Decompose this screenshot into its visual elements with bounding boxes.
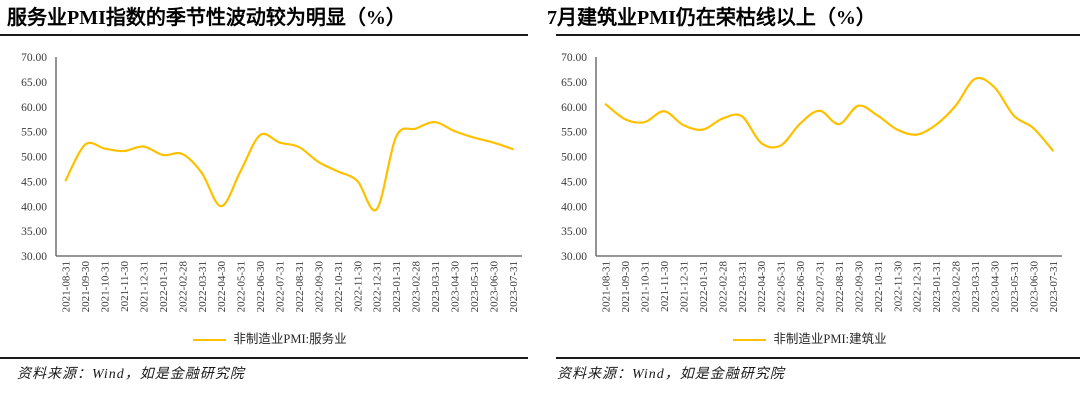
y-tick-label: 60.00 [21, 102, 47, 114]
legend-label: 非制造业PMI:服务业 [233, 332, 347, 346]
y-tick-label: 40.00 [21, 201, 47, 213]
chart-title: 服务业PMI指数的季节性波动较为明显（%） [7, 7, 406, 29]
x-tick-label: 2023-04-30 [989, 261, 1001, 313]
y-tick-label: 50.00 [561, 152, 587, 164]
x-tick-label: 2023-03-31 [970, 261, 982, 312]
x-tick-label: 2021-09-30 [80, 261, 92, 313]
source-note: 资料来源：Wind，如是金融研究院 [17, 367, 245, 382]
y-axis-tick-labels: 30.00 35.00 40.00 45.00 50.00 55.00 60.00 65.00… [21, 52, 47, 263]
x-tick-label: 2021-12-31 [678, 261, 690, 312]
x-tick-label: 2021-12-31 [138, 261, 150, 312]
y-tick-label: 50.00 [21, 152, 47, 164]
y-tick-label: 65.00 [21, 77, 47, 89]
x-axis-tick-labels: 2021-08-31 2021-09-30 2021-10-31 2021-11-30… [601, 261, 1060, 313]
title-divider [0, 34, 528, 36]
x-tick-label: 2022-09-30 [313, 261, 325, 313]
x-tick-label: 2021-11-30 [119, 261, 131, 312]
x-tick-label: 2022-04-30 [216, 261, 228, 313]
chart-title: 7月建筑业PMI仍在荣枯线以上（%） [547, 7, 876, 29]
y-tick-label: 65.00 [561, 77, 587, 89]
x-tick-label: 2023-02-28 [411, 261, 423, 313]
x-tick-label: 2022-07-31 [275, 261, 287, 312]
source-divider [556, 357, 1080, 359]
legend-label: 非制造业PMI:建筑业 [773, 332, 887, 346]
x-tick-label: 2022-10-31 [333, 261, 345, 312]
x-tick-label: 2023-05-31 [469, 261, 481, 312]
x-tick-label: 2022-12-31 [912, 261, 924, 312]
x-tick-label: 2022-08-31 [834, 261, 846, 312]
y-tick-label: 55.00 [21, 127, 47, 139]
legend: 非制造业PMI:服务业 [0, 331, 540, 348]
x-tick-label: 2022-01-31 [698, 261, 710, 312]
x-tick-label: 2021-08-31 [601, 261, 613, 312]
title-divider [556, 34, 1080, 36]
y-tick-label: 30.00 [561, 251, 587, 263]
x-tick-label: 2022-11-30 [892, 261, 904, 312]
y-tick-label: 70.00 [21, 52, 47, 64]
x-tick-label: 2023-07-31 [1048, 261, 1060, 312]
x-tick-label: 2023-03-31 [430, 261, 442, 312]
x-tick-label: 2021-08-31 [61, 261, 73, 312]
chart-panel-construction: 7月建筑业PMI仍在荣枯线以上（%） 30.00 35.00 40.00 45.00 5… [540, 0, 1080, 401]
y-tick-label: 60.00 [561, 102, 587, 114]
x-tick-label: 2021-10-31 [640, 261, 652, 312]
x-tick-label: 2022-03-31 [197, 261, 209, 312]
x-tick-label: 2021-09-30 [620, 261, 632, 313]
x-tick-label: 2022-02-28 [717, 261, 729, 313]
legend-line-marker [193, 338, 227, 341]
x-tick-label: 2022-04-30 [756, 261, 768, 313]
x-tick-label: 2022-05-31 [776, 261, 788, 312]
x-tick-label: 2023-04-30 [449, 261, 461, 313]
y-axis-tick-labels: 30.00 35.00 40.00 45.00 50.00 55.00 60.00 65.00… [561, 52, 587, 263]
x-tick-label: 2022-11-30 [352, 261, 364, 312]
x-tick-label: 2023-07-31 [508, 261, 520, 312]
x-tick-label: 2021-11-30 [659, 261, 671, 312]
x-tick-label: 2021-10-31 [100, 261, 112, 312]
x-tick-label: 2022-06-30 [255, 261, 267, 313]
y-tick-label: 45.00 [21, 176, 47, 188]
legend: 非制造业PMI:建筑业 [540, 331, 1080, 348]
y-tick-label: 40.00 [561, 201, 587, 213]
y-tick-label: 30.00 [21, 251, 47, 263]
axes [55, 57, 522, 257]
series-line [604, 76, 1054, 152]
source-divider [0, 357, 528, 359]
x-tick-label: 2022-01-31 [158, 261, 170, 312]
construction-line-chart: 30.00 35.00 40.00 45.00 50.00 55.00 60.00 65.00… [561, 52, 1062, 313]
x-tick-label: 2023-01-31 [391, 261, 403, 312]
axes [595, 57, 1062, 257]
x-tick-label: 2022-08-31 [294, 261, 306, 312]
x-tick-label: 2022-09-30 [853, 261, 865, 313]
x-tick-label: 2023-06-30 [488, 261, 500, 313]
x-tick-label: 2022-05-31 [236, 261, 248, 312]
source-note: 资料来源：Wind，如是金融研究院 [557, 367, 785, 382]
x-tick-label: 2023-06-30 [1028, 261, 1040, 313]
legend-line-marker [733, 338, 767, 341]
y-tick-label: 55.00 [561, 127, 587, 139]
x-tick-label: 2022-10-31 [873, 261, 885, 312]
x-tick-label: 2022-03-31 [737, 261, 749, 312]
y-tick-label: 35.00 [21, 226, 47, 238]
x-tick-label: 2023-02-28 [951, 261, 963, 313]
services-line-chart: 30.00 35.00 40.00 45.00 50.00 55.00 60.00 65.00… [21, 52, 522, 313]
y-tick-label: 70.00 [561, 52, 587, 64]
series-line [64, 121, 514, 212]
x-tick-label: 2022-02-28 [177, 261, 189, 313]
chart-panel-services: 服务业PMI指数的季节性波动较为明显（%） 30.00 35.00 40.00 45.… [0, 7, 540, 382]
y-tick-label: 45.00 [561, 176, 587, 188]
y-tick-label: 35.00 [561, 226, 587, 238]
x-tick-label: 2022-07-31 [815, 261, 827, 312]
x-tick-label: 2023-01-31 [931, 261, 943, 312]
x-tick-label: 2023-05-31 [1009, 261, 1021, 312]
x-axis-tick-labels: 2021-08-31 2021-09-30 2021-10-31 2021-11-30… [61, 261, 520, 313]
x-tick-label: 2022-12-31 [372, 261, 384, 312]
x-tick-label: 2022-06-30 [795, 261, 807, 313]
